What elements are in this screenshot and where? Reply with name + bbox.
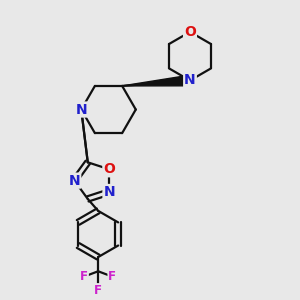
Text: O: O bbox=[103, 162, 115, 176]
Text: N: N bbox=[184, 74, 196, 88]
Text: N: N bbox=[69, 174, 80, 188]
Polygon shape bbox=[122, 75, 190, 86]
Text: N: N bbox=[103, 185, 115, 199]
Text: F: F bbox=[108, 270, 116, 283]
Text: N: N bbox=[76, 103, 87, 116]
Text: F: F bbox=[80, 270, 88, 283]
Text: F: F bbox=[94, 284, 102, 297]
Text: O: O bbox=[184, 25, 196, 39]
